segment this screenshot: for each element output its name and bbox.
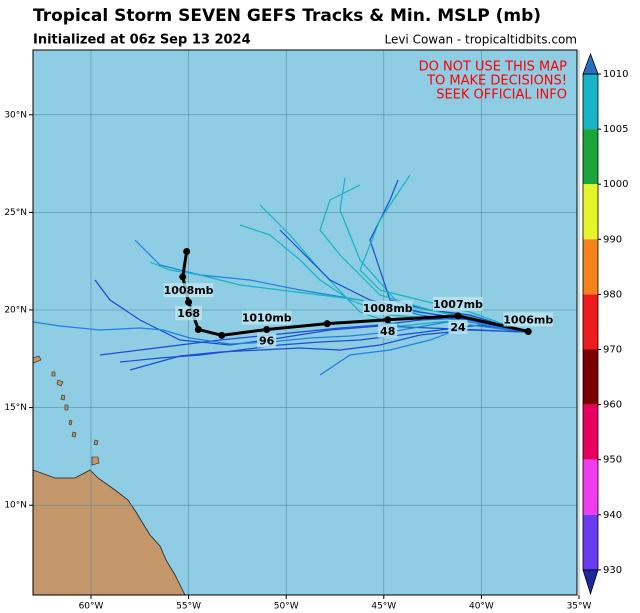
- label-box: [503, 312, 554, 327]
- forecast-hour: 24: [450, 321, 466, 334]
- label-box: [175, 306, 202, 321]
- lat-tick-label: 10°N: [4, 501, 27, 511]
- lon-tick-label: 35°W: [567, 602, 592, 612]
- colorbar-segment: [583, 129, 598, 185]
- label-box: [448, 319, 468, 334]
- track-point: [524, 327, 532, 335]
- track-point: [194, 326, 202, 334]
- track-point: [263, 326, 271, 334]
- forecast-hour: 96: [259, 335, 275, 348]
- label-box: [163, 283, 214, 298]
- colorbar-tick-label: 1005: [603, 124, 628, 135]
- lon-tick-label: 60°W: [79, 602, 104, 612]
- track-point: [179, 273, 187, 281]
- colorbar-tick-label: 970: [603, 345, 622, 356]
- colorbar-segment: [583, 349, 598, 405]
- colorbar-segment: [583, 459, 598, 515]
- colorbar-tick-label: 1010: [603, 69, 628, 80]
- track-label: 48: [378, 323, 398, 338]
- map-frame: [32, 49, 578, 596]
- colorbar-extend-top: [582, 52, 599, 75]
- label-box: [362, 300, 413, 315]
- colorbar-tick-label: 940: [603, 510, 622, 521]
- lon-tick-label: 50°W: [274, 602, 299, 612]
- track-point: [323, 320, 331, 328]
- colorbar-frame: [582, 73, 599, 571]
- track-label: 96: [257, 333, 277, 348]
- track-point: [454, 312, 462, 320]
- land: [33, 355, 186, 595]
- track-label: 24: [448, 319, 468, 334]
- label-box: [257, 333, 277, 348]
- lat-tick-label: 25°N: [4, 208, 27, 218]
- colorbar-tick-label: 980: [603, 289, 622, 300]
- label-box: [378, 323, 398, 338]
- warning-line: SEEK OFFICIAL INFO: [436, 88, 567, 103]
- colorbar: 1010 1005 1000 990 980 970 960 950 940 930: [582, 52, 628, 596]
- warning-line: TO MAKE DECISIONS!: [426, 74, 567, 89]
- pressure-label: 1010mb: [242, 312, 292, 325]
- warning: DO NOT USE THIS MAP TO MAKE DECISIONS! S…: [419, 60, 568, 103]
- colorbar-tick-label: 990: [603, 234, 622, 245]
- forecast-hour: 48: [380, 325, 395, 338]
- pressure-label: 1006mb: [503, 313, 553, 326]
- lat-tick-label: 20°N: [4, 306, 27, 316]
- lat-tick-label: 30°N: [4, 110, 27, 120]
- colorbar-segment: [583, 294, 598, 350]
- title: Tropical Storm SEVEN GEFS Tracks & Min. …: [33, 6, 541, 26]
- lon-tick-label: 40°W: [469, 602, 494, 612]
- colorbar-tick-label: 960: [603, 400, 622, 411]
- colorbar-segment: [583, 404, 598, 460]
- credit: Levi Cowan - tropicaltidbits.com: [384, 33, 577, 47]
- colorbar-tick-label: 950: [603, 455, 622, 466]
- track-point: [183, 247, 191, 255]
- colorbar-extend-bottom: [582, 569, 599, 596]
- pressure-label: 1007mb: [433, 298, 483, 311]
- track-point: [384, 316, 392, 324]
- mean-track: 1006mb 1007mb 24 1008mb 48 1010mb 96 1008mb 168: [163, 247, 554, 348]
- track-label: 1008mb: [362, 300, 413, 315]
- lon-tick-label: 55°W: [176, 602, 201, 612]
- track-label: 1010mb: [241, 310, 292, 325]
- lat-tick-label: 15°N: [4, 403, 27, 413]
- lon-tick-label: 45°W: [371, 602, 396, 612]
- colorbar-tick-label: 1000: [603, 179, 628, 190]
- track-point: [185, 298, 193, 306]
- subtitle: Initialized at 06z Sep 13 2024: [33, 33, 251, 48]
- graticule: [29, 50, 580, 599]
- label-box: [433, 296, 483, 311]
- colorbar-tick-label: 930: [603, 565, 622, 576]
- track-label: 1007mb: [433, 296, 483, 311]
- warning-line: DO NOT USE THIS MAP: [419, 60, 568, 75]
- colorbar-segment: [583, 74, 598, 130]
- label-box: [241, 310, 292, 325]
- pressure-label: 1008mb: [363, 302, 413, 315]
- pressure-label: 1008mb: [164, 284, 214, 297]
- colorbar-segment: [583, 514, 598, 570]
- track-label: 168: [175, 306, 202, 321]
- forecast-hour: 168: [177, 307, 200, 320]
- track-label: 1008mb: [163, 283, 214, 298]
- track-point: [218, 331, 226, 339]
- track-label: 1006mb: [503, 312, 554, 327]
- colorbar-segment: [583, 184, 598, 240]
- colorbar-segment: [583, 239, 598, 295]
